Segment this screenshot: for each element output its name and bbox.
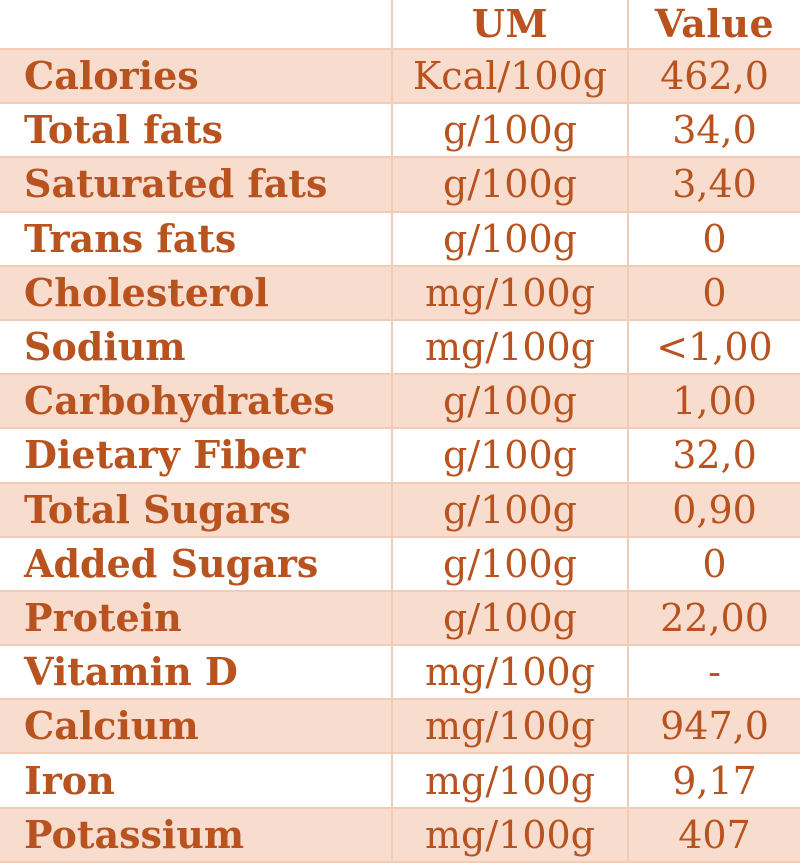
nutrient-name: Vitamin D [0, 644, 393, 701]
nutrient-name: Cholesterol [0, 264, 393, 321]
nutrient-value: 3,40 [627, 156, 800, 213]
table-row: Calcium mg/100g 947,0 [0, 698, 800, 755]
header-name-cell [0, 0, 393, 50]
table-row: Added Sugars g/100g 0 [0, 535, 800, 592]
header-row: UM Value [0, 0, 800, 50]
nutrient-name: Dietary Fiber [0, 427, 393, 484]
table-row: Total fats g/100g 34,0 [0, 102, 800, 159]
table-row: Carbohydrates g/100g 1,00 [0, 373, 800, 430]
nutrient-name: Trans fats [0, 210, 393, 267]
nutrient-unit: mg/100g [391, 806, 629, 863]
nutrient-value: 462,0 [627, 47, 800, 105]
nutrient-value: 0 [627, 210, 800, 267]
nutrient-unit: g/100g [391, 535, 629, 592]
nutrient-name: Total Sugars [0, 481, 393, 538]
nutrient-value: 1,00 [627, 373, 800, 430]
nutrient-value: 0 [627, 535, 800, 592]
nutrient-value: 22,00 [627, 589, 800, 647]
table-row: Potassium mg/100g 407 [0, 806, 800, 863]
nutrient-unit: Kcal/100g [391, 47, 629, 105]
nutrient-unit: g/100g [391, 481, 629, 538]
nutrient-name: Added Sugars [0, 535, 393, 592]
table-row: Dietary Fiber g/100g 32,0 [0, 427, 800, 484]
nutrient-name: Carbohydrates [0, 373, 393, 430]
nutrient-name: Protein [0, 589, 393, 647]
table-body: Calories Kcal/100g 462,0 Total fats g/10… [0, 47, 800, 863]
table-row: Calories Kcal/100g 462,0 [0, 47, 800, 105]
nutrient-value: 0 [627, 264, 800, 321]
nutrient-name: Saturated fats [0, 156, 393, 213]
nutrient-name: Calcium [0, 698, 393, 755]
nutrient-unit: g/100g [391, 373, 629, 430]
nutrient-value: 32,0 [627, 427, 800, 484]
nutrient-unit: mg/100g [391, 264, 629, 321]
table-row: Iron mg/100g 9,17 [0, 752, 800, 809]
table-row: Trans fats g/100g 0 [0, 210, 800, 267]
nutrient-value: <1,00 [627, 318, 800, 376]
nutrient-unit: g/100g [391, 427, 629, 484]
nutrient-unit: mg/100g [391, 318, 629, 376]
nutrient-name: Potassium [0, 806, 393, 863]
nutrient-unit: mg/100g [391, 644, 629, 701]
nutrient-name: Iron [0, 752, 393, 809]
nutrient-value: 0,90 [627, 481, 800, 538]
header-um-cell: UM [391, 0, 629, 50]
table-row: Saturated fats g/100g 3,40 [0, 156, 800, 213]
nutrient-unit: g/100g [391, 156, 629, 213]
nutrient-value: 9,17 [627, 752, 800, 809]
table-row: Sodium mg/100g <1,00 [0, 318, 800, 376]
nutrient-name: Total fats [0, 102, 393, 159]
nutrient-name: Sodium [0, 318, 393, 376]
table-row: Total Sugars g/100g 0,90 [0, 481, 800, 538]
table-header: UM Value [0, 0, 800, 50]
nutrient-unit: g/100g [391, 210, 629, 267]
table-row: Protein g/100g 22,00 [0, 589, 800, 647]
nutrient-unit: g/100g [391, 102, 629, 159]
nutrient-value: 34,0 [627, 102, 800, 159]
nutrient-name: Calories [0, 47, 393, 105]
nutrient-value: 407 [627, 806, 800, 863]
nutrient-unit: mg/100g [391, 752, 629, 809]
table-row: Cholesterol mg/100g 0 [0, 264, 800, 321]
header-value-cell: Value [627, 0, 800, 50]
table-row: Vitamin D mg/100g - [0, 644, 800, 701]
nutrient-value: 947,0 [627, 698, 800, 755]
nutrient-value: - [627, 644, 800, 701]
nutrient-unit: g/100g [391, 589, 629, 647]
nutrient-unit: mg/100g [391, 698, 629, 755]
